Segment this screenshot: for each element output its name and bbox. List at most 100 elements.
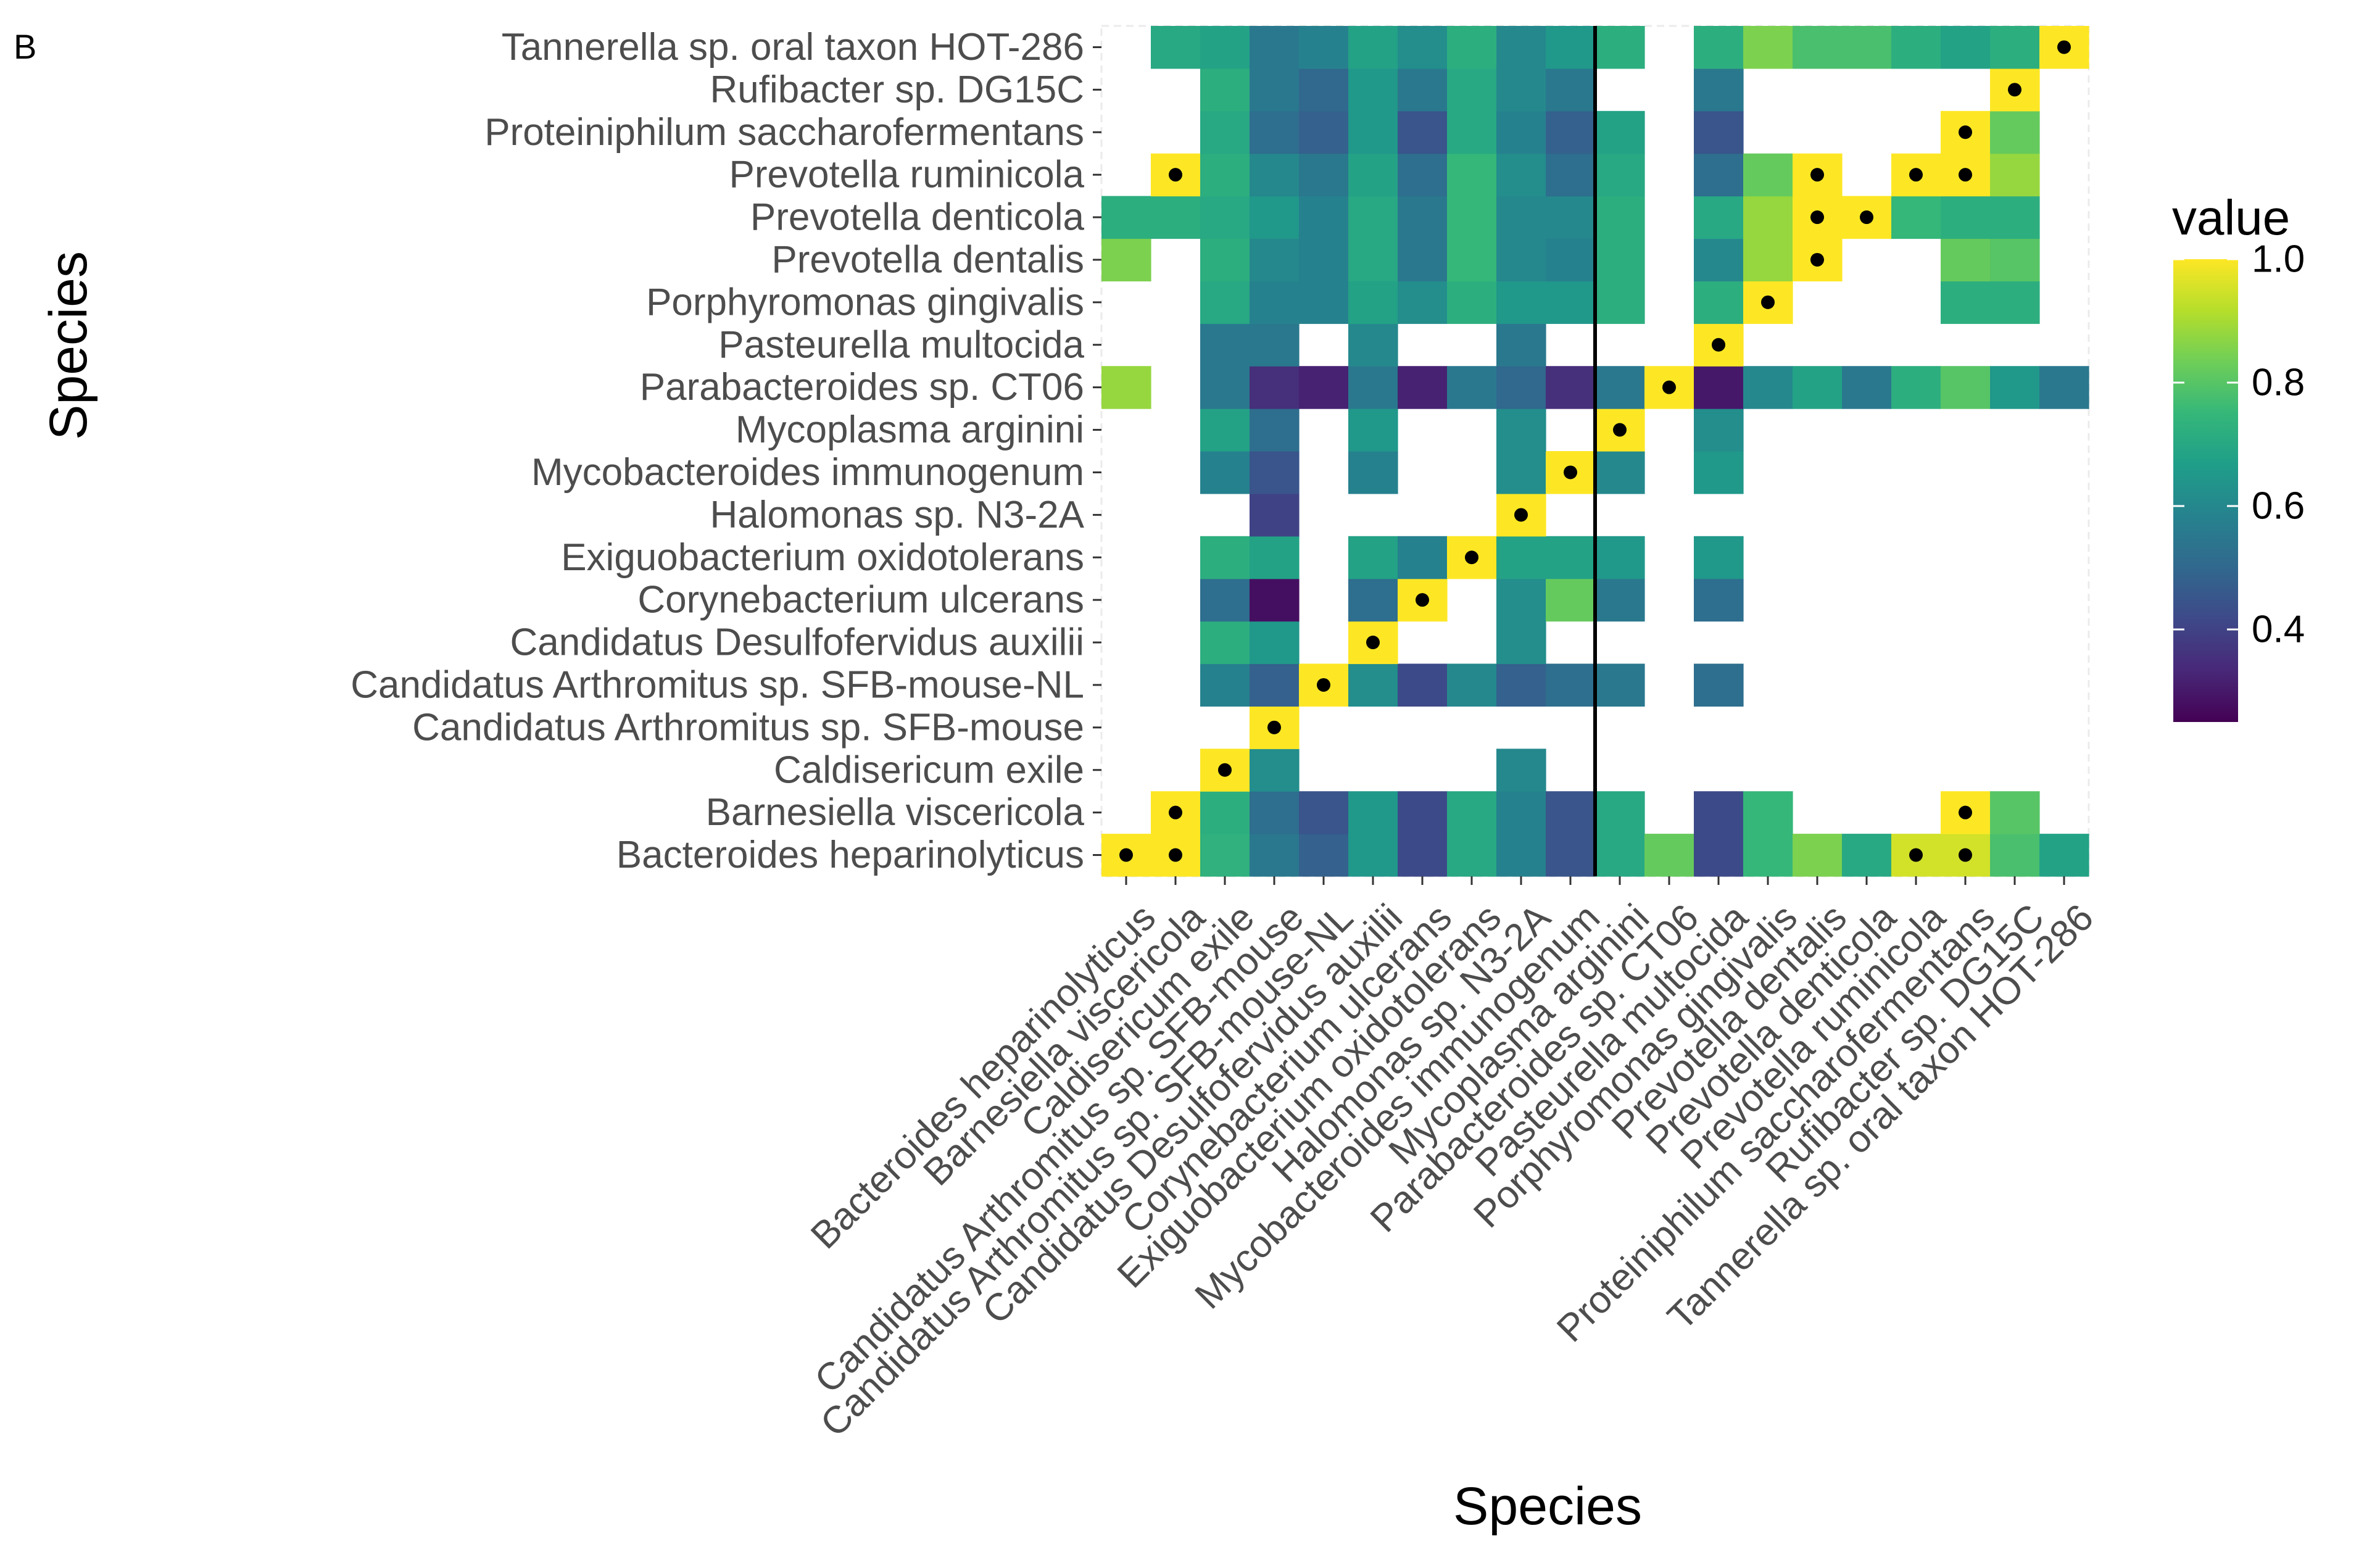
- heatmap-cell: [1398, 281, 1448, 324]
- dot-marker: [1860, 210, 1873, 225]
- heatmap-cell: [1200, 409, 1250, 452]
- heatmap-cell: [1842, 26, 1892, 69]
- heatmap-cell: [1595, 366, 1645, 409]
- dot-marker: [1169, 805, 1182, 820]
- heatmap-cell: [1447, 366, 1497, 409]
- dot-marker: [1810, 168, 1824, 182]
- heatmap-cell: [1398, 238, 1448, 281]
- heatmap-cell: [1546, 791, 1596, 834]
- y-tick-label: Corynebacterium ulcerans: [637, 579, 1084, 621]
- heatmap-cell: [1447, 281, 1497, 324]
- panel-label: B: [14, 27, 36, 66]
- heatmap-cell: [1447, 110, 1497, 154]
- heatmap-cell: [1842, 834, 1892, 877]
- dot-marker: [1810, 210, 1824, 225]
- heatmap-cell: [1891, 196, 1941, 239]
- heatmap-cell: [1743, 834, 1793, 877]
- heatmap-cell: [1200, 323, 1250, 367]
- heatmap-cell: [1348, 238, 1398, 281]
- y-tick-label: Candidatus Arthromitus sp. SFB-mouse-NL: [350, 663, 1084, 706]
- heatmap-cell: [1743, 196, 1793, 239]
- heatmap-cell: [1299, 238, 1349, 281]
- y-tick-label: Mycoplasma arginini: [736, 409, 1084, 451]
- heatmap-cell: [1793, 366, 1843, 409]
- heatmap-cell: [1595, 578, 1645, 622]
- heatmap-cell: [1990, 366, 2040, 409]
- heatmap-cell: [1250, 578, 1300, 622]
- heatmap-cell: [1398, 791, 1448, 834]
- dot-marker: [1416, 593, 1429, 607]
- dot-marker: [1959, 848, 1972, 862]
- heatmap-cell: [1990, 281, 2040, 324]
- heatmap-cell: [1200, 834, 1250, 877]
- heatmap-cell: [1694, 536, 1744, 579]
- heatmap-cell: [1546, 834, 1596, 877]
- heatmap-cell: [1447, 26, 1497, 69]
- heatmap-cell: [1694, 578, 1744, 622]
- heatmap-cell: [1250, 26, 1300, 69]
- heatmap-cell: [1348, 791, 1398, 834]
- heatmap-cell: [1398, 196, 1448, 239]
- heatmap-cell: [1496, 834, 1546, 877]
- heatmap-cell: [1990, 153, 2040, 197]
- heatmap-cell: [1496, 536, 1546, 579]
- y-tick-label: Prevotella ruminicola: [729, 154, 1085, 196]
- heatmap-cell: [1694, 451, 1744, 494]
- heatmap-cell: [1595, 238, 1645, 281]
- heatmap-cell: [1595, 834, 1645, 877]
- heatmap-cell: [1200, 578, 1250, 622]
- heatmap-cell: [1595, 153, 1645, 197]
- dot-marker: [1267, 720, 1281, 734]
- heatmap-cell: [1546, 536, 1596, 579]
- heatmap-cell: [1299, 153, 1349, 197]
- dot-marker: [1959, 125, 1972, 139]
- heatmap-cell: [1348, 409, 1398, 452]
- dot-marker: [1119, 848, 1133, 862]
- heatmap-cell: [1200, 196, 1250, 239]
- heatmap-cell: [1694, 409, 1744, 452]
- heatmap-cell: [1348, 578, 1398, 622]
- heatmap-cell: [1793, 26, 1843, 69]
- dot-marker: [1169, 168, 1182, 182]
- dot-marker: [1465, 550, 1478, 565]
- heatmap-cell: [1743, 238, 1793, 281]
- heatmap-cell: [1793, 834, 1843, 877]
- heatmap-cell: [1299, 791, 1349, 834]
- heatmap-cell: [1990, 110, 2040, 154]
- heatmap-cell: [1398, 663, 1448, 707]
- dot-marker: [1514, 508, 1528, 522]
- dot-marker: [1712, 338, 1725, 352]
- heatmap-cell: [1299, 196, 1349, 239]
- dot-marker: [1564, 465, 1577, 479]
- heatmap-cell: [1200, 153, 1250, 197]
- heatmap-cell: [1151, 196, 1201, 239]
- dot-marker: [1761, 295, 1775, 309]
- heatmap-cell: [1250, 68, 1300, 112]
- dot-marker: [1317, 678, 1330, 692]
- heatmap-cell: [1250, 749, 1300, 792]
- heatmap-cell: [1496, 323, 1546, 367]
- heatmap-cell: [1250, 663, 1300, 707]
- heatmap-cell: [1743, 26, 1793, 69]
- legend-tick-label: 0.4: [2252, 608, 2305, 651]
- dot-marker: [2057, 40, 2071, 54]
- heatmap-cell: [1694, 68, 1744, 112]
- heatmap-cell: [1595, 451, 1645, 494]
- heatmap-cell: [1496, 196, 1546, 239]
- dot-marker: [1909, 168, 1923, 182]
- heatmap-cell: [1348, 323, 1398, 367]
- heatmap-cell: [1348, 536, 1398, 579]
- y-tick-label: Pasteurella multocida: [718, 323, 1084, 366]
- heatmap-cell: [1200, 791, 1250, 834]
- heatmap-cell: [1694, 196, 1744, 239]
- heatmap-cell: [1299, 834, 1349, 877]
- color-legend: value 0.4 0.6 0.8 1.0: [2172, 190, 2305, 722]
- legend-title: value: [2172, 190, 2290, 245]
- heatmap-cell: [1348, 281, 1398, 324]
- heatmap-cell: [1743, 791, 1793, 834]
- heatmap-cell: [1546, 68, 1596, 112]
- heatmap-cell: [1595, 110, 1645, 154]
- heatmap-cell: [1101, 366, 1151, 409]
- heatmap-cell: [1694, 791, 1744, 834]
